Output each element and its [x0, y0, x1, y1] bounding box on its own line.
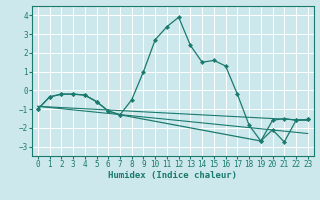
X-axis label: Humidex (Indice chaleur): Humidex (Indice chaleur) [108, 171, 237, 180]
